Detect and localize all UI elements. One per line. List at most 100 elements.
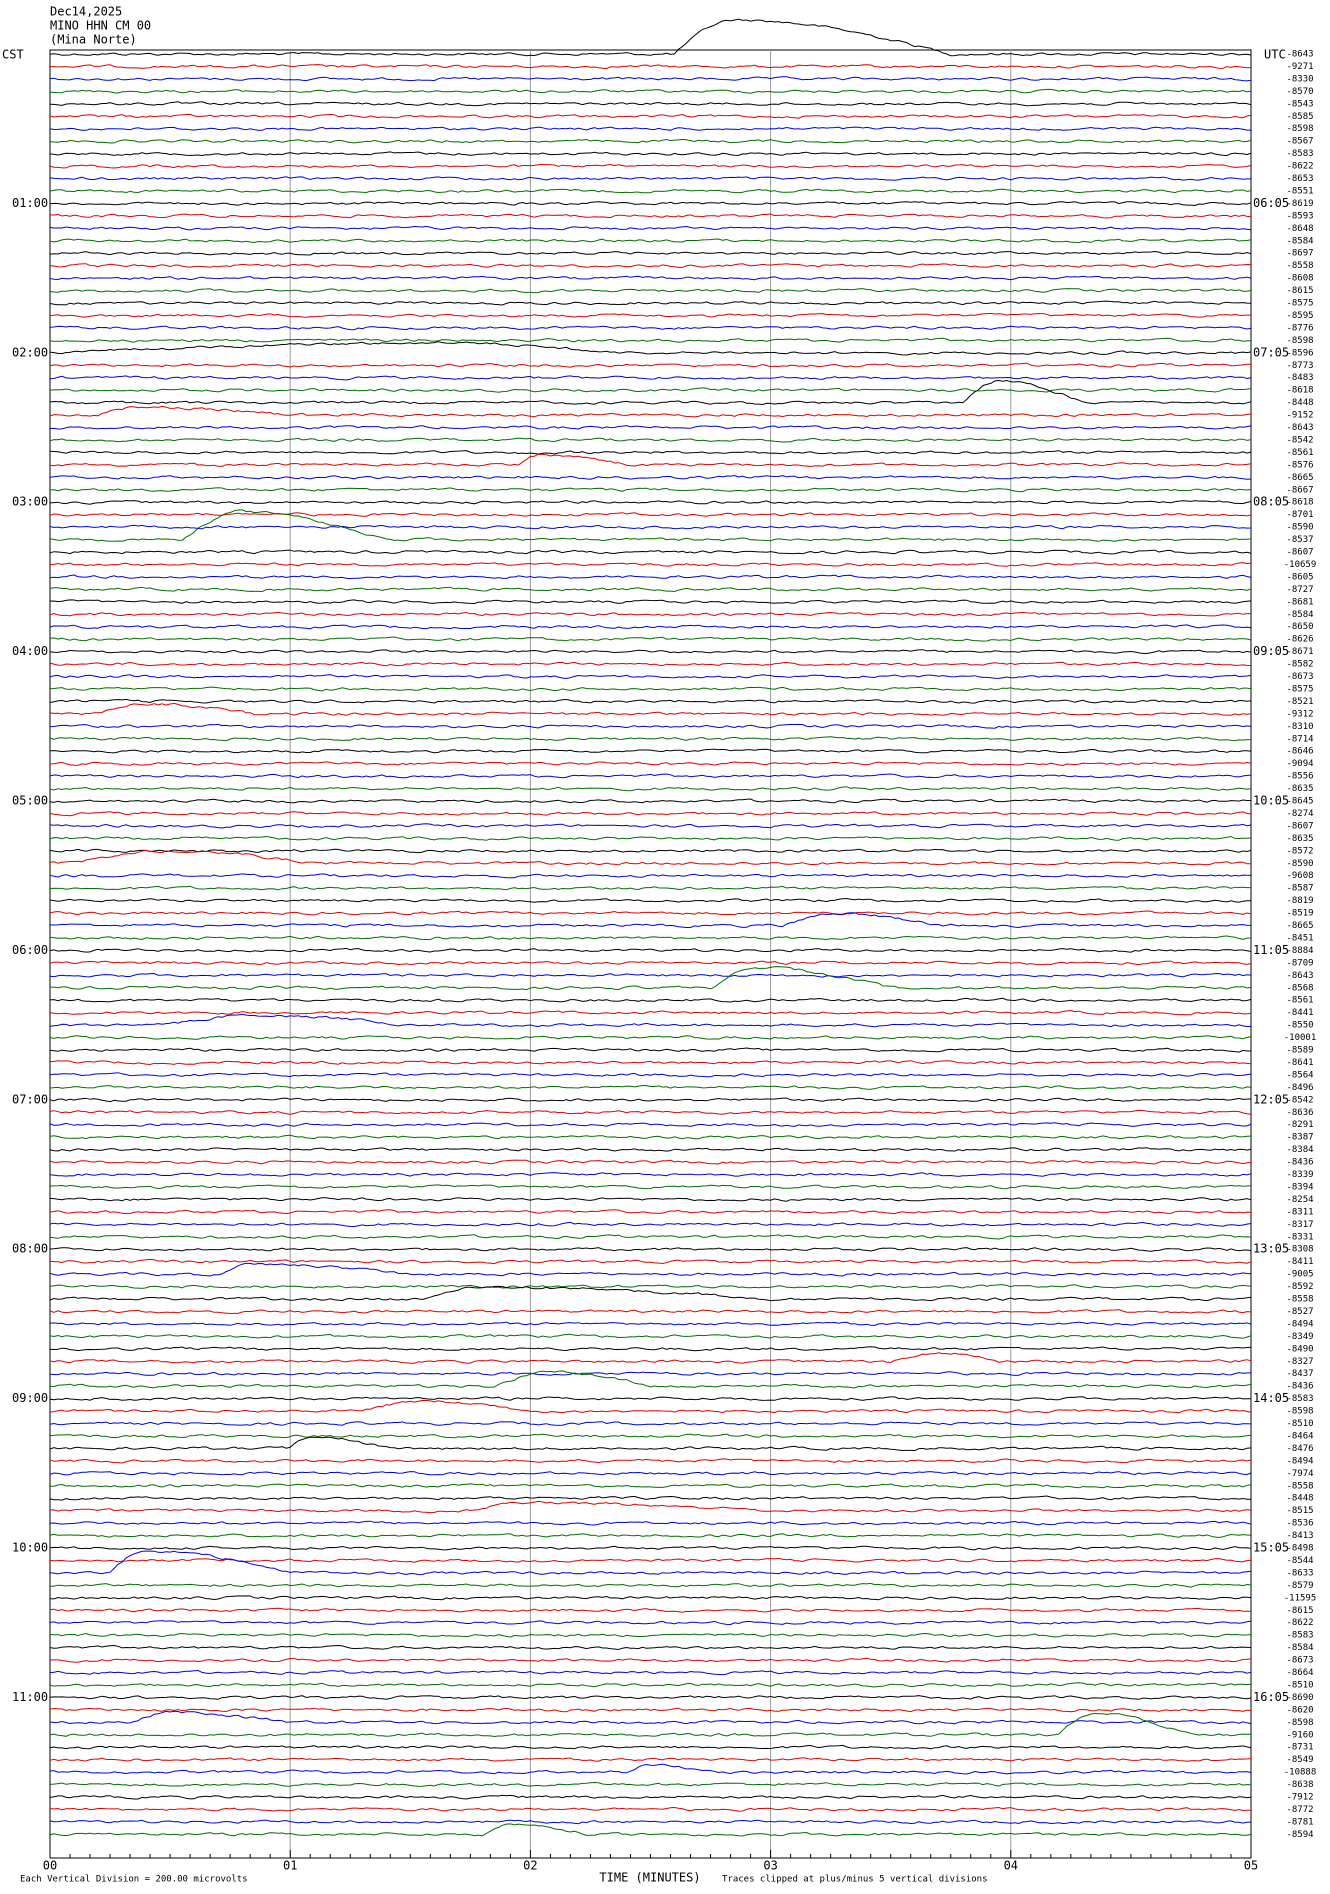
trace bbox=[49, 474, 1252, 480]
trace-offset: -8308 bbox=[1286, 1245, 1313, 1255]
trace-offset: -8583 bbox=[1286, 149, 1313, 159]
trace-offset: -8311 bbox=[1286, 1207, 1313, 1217]
trace bbox=[49, 263, 1252, 268]
trace bbox=[49, 176, 1251, 181]
trace-offset: -8665 bbox=[1286, 473, 1313, 483]
trace bbox=[49, 549, 1252, 555]
trace-offset: -8543 bbox=[1286, 99, 1313, 109]
utc-hour: 15:05 bbox=[1253, 1541, 1289, 1555]
trace bbox=[49, 76, 1252, 82]
trace-offset: -8510 bbox=[1286, 1419, 1313, 1429]
utc-hour: 10:05 bbox=[1253, 794, 1289, 808]
trace bbox=[49, 1109, 1252, 1115]
trace-offset: -8776 bbox=[1286, 323, 1313, 333]
trace-offset: -8622 bbox=[1286, 1618, 1313, 1628]
trace bbox=[49, 1072, 1252, 1078]
trace-offset: -8583 bbox=[1286, 1631, 1313, 1641]
trace-offset: -8884 bbox=[1286, 946, 1313, 956]
trace bbox=[49, 1712, 1252, 1738]
trace-offset: -8327 bbox=[1286, 1357, 1313, 1367]
trace-offset: -8643 bbox=[1286, 971, 1313, 981]
trace bbox=[49, 1209, 1252, 1215]
x-tick-label: 03 bbox=[763, 1859, 777, 1873]
trace-offset: -8673 bbox=[1286, 672, 1313, 682]
trace bbox=[49, 674, 1252, 680]
trace bbox=[49, 1352, 1252, 1364]
trace bbox=[49, 1644, 1251, 1651]
trace bbox=[49, 1483, 1252, 1489]
trace bbox=[49, 1620, 1252, 1626]
utc-hour: 08:05 bbox=[1253, 495, 1289, 509]
trace bbox=[49, 1819, 1252, 1825]
trace bbox=[49, 1333, 1252, 1339]
trace bbox=[49, 1471, 1252, 1476]
trace bbox=[49, 761, 1252, 767]
trace bbox=[49, 64, 1252, 70]
trace-offset: -8291 bbox=[1286, 1120, 1313, 1130]
trace bbox=[49, 574, 1252, 580]
trace-offset: -8646 bbox=[1286, 747, 1313, 757]
trace-offset: -8387 bbox=[1286, 1133, 1313, 1143]
trace-offset: -8589 bbox=[1286, 1046, 1313, 1056]
trace bbox=[49, 1122, 1252, 1127]
trace bbox=[49, 312, 1251, 318]
trace bbox=[49, 337, 1252, 343]
trace-offset: -8317 bbox=[1286, 1220, 1313, 1230]
trace bbox=[49, 748, 1252, 754]
trace bbox=[49, 113, 1252, 119]
trace-offset: -8561 bbox=[1286, 448, 1313, 458]
trace-offset: -8498 bbox=[1286, 1544, 1313, 1554]
trace bbox=[49, 935, 1252, 941]
plot-frame bbox=[49, 49, 1252, 1859]
trace bbox=[49, 362, 1251, 368]
trace bbox=[49, 288, 1252, 294]
trace bbox=[49, 849, 1252, 866]
trace-offset: -8436 bbox=[1286, 1158, 1313, 1168]
trace-offset: -8598 bbox=[1286, 1718, 1313, 1728]
trace-offset: -8650 bbox=[1286, 622, 1313, 632]
trace-offset: -8494 bbox=[1286, 1456, 1313, 1466]
scale-note: Each Vertical Division = 200.00 microvol… bbox=[20, 1875, 248, 1885]
trace-offset: -8561 bbox=[1286, 996, 1313, 1006]
trace bbox=[49, 1495, 1251, 1501]
trace-offset: -8544 bbox=[1286, 1556, 1313, 1566]
trace-offset: -8551 bbox=[1286, 186, 1313, 196]
trace-offset: -8664 bbox=[1286, 1668, 1313, 1678]
trace bbox=[49, 1262, 1252, 1277]
trace-offset: -8598 bbox=[1286, 124, 1313, 134]
trace-offset: -8576 bbox=[1286, 460, 1313, 470]
trace-offset: -8384 bbox=[1286, 1145, 1313, 1155]
trace bbox=[49, 997, 1252, 1003]
trace bbox=[49, 1545, 1252, 1551]
trace-offset: -8618 bbox=[1286, 386, 1313, 396]
trace-offset: -8643 bbox=[1286, 50, 1313, 60]
trace-offset: -8598 bbox=[1286, 336, 1313, 346]
utc-hour: 06:05 bbox=[1253, 196, 1289, 210]
trace bbox=[49, 379, 1252, 406]
trace-offset: -9608 bbox=[1286, 871, 1313, 881]
trace bbox=[49, 1147, 1252, 1152]
trace-offset: -10888 bbox=[1284, 1768, 1317, 1778]
trace-offset: -8549 bbox=[1286, 1755, 1313, 1765]
trace-offset: -8622 bbox=[1286, 162, 1313, 172]
trace bbox=[49, 1710, 1252, 1725]
trace bbox=[49, 1159, 1252, 1165]
trace bbox=[49, 1806, 1251, 1812]
trace bbox=[49, 1097, 1252, 1103]
trace-offset: -8441 bbox=[1286, 1008, 1313, 1018]
trace-offset: -8595 bbox=[1286, 311, 1313, 321]
trace bbox=[49, 325, 1252, 331]
trace-offset: -8537 bbox=[1286, 535, 1313, 545]
trace bbox=[49, 562, 1252, 567]
trace bbox=[49, 1595, 1252, 1601]
trace-offset: -9094 bbox=[1286, 759, 1313, 769]
trace bbox=[49, 450, 1252, 455]
trace bbox=[49, 151, 1252, 157]
trace bbox=[49, 773, 1252, 779]
trace bbox=[49, 910, 1252, 916]
trace-offset: -9005 bbox=[1286, 1270, 1313, 1280]
trace bbox=[49, 1258, 1252, 1265]
trace-offset: -8413 bbox=[1286, 1531, 1313, 1541]
trace bbox=[49, 823, 1252, 829]
trace-offset: -7974 bbox=[1286, 1469, 1313, 1479]
